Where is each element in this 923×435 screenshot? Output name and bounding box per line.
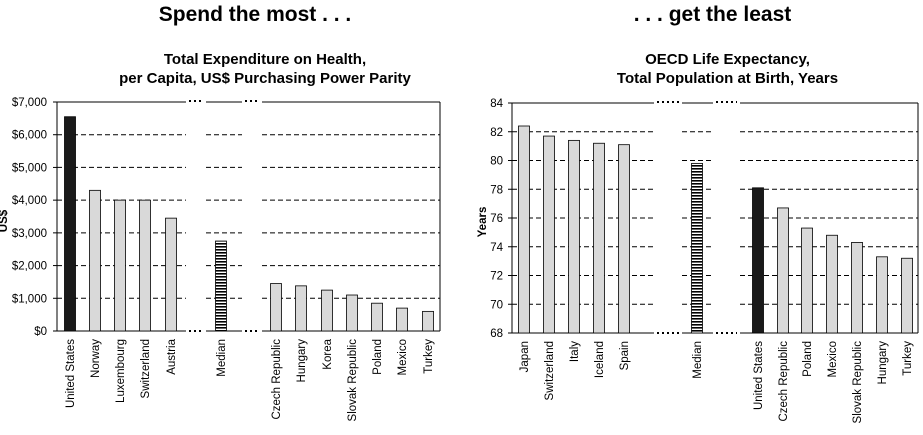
y-tick-label: $7,000: [12, 97, 47, 109]
x-tick-label: Slovak Republic: [852, 341, 864, 424]
bar-mexico: [396, 307, 408, 332]
y-tick-label: $2,000: [12, 261, 47, 273]
x-tick-label: Switzerland: [140, 339, 152, 398]
x-tick-label: Czech Republic: [778, 341, 790, 422]
x-tick-label: Switzerland: [544, 341, 556, 400]
chart2-title: OECD Life Expectancy, Total Population a…: [540, 50, 915, 88]
y-tick-label: $3,000: [12, 228, 47, 240]
bar-norway: [89, 189, 101, 332]
y-tick-label: 74: [490, 242, 503, 254]
x-tick-label: Mexico: [397, 339, 409, 375]
bar-czech-republic: [270, 283, 282, 332]
x-tick-label: United States: [753, 341, 765, 410]
bar-united-states: [64, 116, 76, 332]
bar-austria: [165, 217, 177, 332]
y-tick-label: 82: [490, 127, 503, 139]
bar-poland: [801, 227, 813, 334]
x-tick-label: Japan: [519, 341, 531, 372]
y-tick-label: 70: [490, 299, 503, 311]
bar-slovak-republic: [346, 294, 358, 332]
x-tick-label: Czech Republic: [271, 339, 283, 420]
y-tick-label: 80: [490, 156, 503, 168]
bar-switzerland: [139, 199, 151, 332]
bar-korea: [321, 289, 333, 332]
y-tick-label: 76: [490, 213, 503, 225]
x-tick-label: Median: [216, 339, 228, 377]
x-tick-label: Poland: [372, 339, 384, 375]
y-tick-label: $6,000: [12, 130, 47, 142]
x-tick-label: Spain: [619, 341, 631, 370]
y-tick-label: $5,000: [12, 162, 47, 174]
bar-turkey: [422, 310, 434, 332]
chart2-title-line-1: OECD Life Expectancy,: [645, 51, 810, 68]
bar-hungary: [295, 285, 307, 332]
health-expenditure-chart: $0 $1,000 $2,000 $3,000 $4,000 $5,000 $6,000 $7…: [0, 97, 441, 422]
y-axis-label: US$: [0, 209, 10, 232]
bar-japan: [518, 125, 530, 334]
x-tick-label: Iceland: [594, 341, 606, 378]
chart1-title: Total Expenditure on Health, per Capita,…: [60, 50, 470, 88]
y-tick-label: $4,000: [12, 195, 47, 207]
x-tick-label: Luxembourg: [115, 339, 127, 403]
bar-united-states: [752, 187, 764, 334]
bar-italy: [568, 139, 580, 334]
x-tick-label: Turkey: [423, 339, 435, 374]
x-tick-label: Hungary: [877, 341, 889, 385]
x-tick-label: Slovak Republic: [347, 339, 359, 422]
bar-median: [215, 240, 227, 332]
x-tick-label: Poland: [802, 341, 814, 377]
x-tick-label: Norway: [90, 339, 102, 378]
x-tick-label: Korea: [322, 338, 334, 369]
chart1-title-line-1: Total Expenditure on Health,: [163, 51, 367, 68]
x-tick-label: Turkey: [902, 341, 914, 376]
x-tick-label: Austria: [166, 338, 178, 374]
bar-iceland: [593, 142, 605, 334]
y-tick-label: 68: [490, 328, 503, 340]
bar-poland: [371, 302, 383, 332]
bar-hungary: [876, 256, 888, 334]
x-tick-label: United States: [65, 339, 77, 408]
bar-median: [691, 162, 703, 334]
y-axis-label: Years: [477, 207, 489, 238]
bar-spain: [618, 144, 630, 334]
y-tick-label: 72: [490, 271, 503, 283]
x-tick-label: Italy: [569, 341, 581, 362]
y-tick-label: $0: [34, 326, 47, 338]
y-tick-label: $1,000: [12, 293, 47, 305]
bar-switzerland: [543, 135, 555, 334]
right-headline: . . . get the least: [633, 3, 792, 26]
bar-slovak-republic: [851, 242, 863, 334]
y-tick-label: 78: [490, 184, 503, 196]
chart2-title-line-2: Total Population at Birth, Years: [616, 70, 839, 87]
x-tick-label: Median: [692, 341, 704, 379]
y-tick-label: 84: [490, 98, 503, 110]
bar-czech-republic: [777, 207, 789, 334]
left-headline: Spend the most . . .: [158, 3, 352, 26]
chart1-title-line-2: per Capita, US$ Purchasing Power Parity: [119, 70, 411, 87]
x-tick-label: Mexico: [827, 341, 839, 377]
bar-luxembourg: [114, 199, 126, 332]
bar-turkey: [901, 257, 913, 334]
life-expectancy-chart: 68 70 72 74 76 78 80 82 84 Years Japan Switzerland I…: [477, 98, 919, 424]
bar-mexico: [826, 234, 838, 334]
x-tick-label: Hungary: [296, 339, 308, 383]
